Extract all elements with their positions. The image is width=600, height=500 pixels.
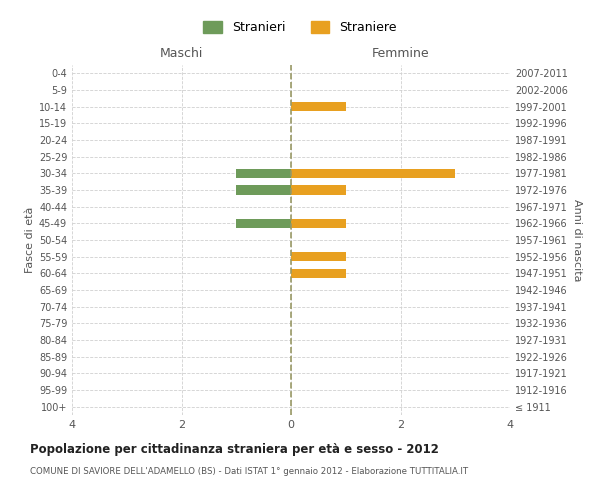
Bar bbox=[291, 269, 346, 278]
Bar bbox=[291, 102, 346, 112]
Bar bbox=[291, 252, 346, 261]
Y-axis label: Anni di nascita: Anni di nascita bbox=[572, 198, 581, 281]
Text: Femmine: Femmine bbox=[371, 47, 430, 60]
Bar bbox=[236, 219, 291, 228]
Y-axis label: Fasce di età: Fasce di età bbox=[25, 207, 35, 273]
Bar bbox=[236, 169, 291, 178]
Text: Maschi: Maschi bbox=[160, 47, 203, 60]
Legend: Stranieri, Straniere: Stranieri, Straniere bbox=[203, 21, 397, 34]
Bar bbox=[291, 219, 346, 228]
Text: Popolazione per cittadinanza straniera per età e sesso - 2012: Popolazione per cittadinanza straniera p… bbox=[30, 442, 439, 456]
Bar bbox=[291, 186, 346, 194]
Text: COMUNE DI SAVIORE DELL'ADAMELLO (BS) - Dati ISTAT 1° gennaio 2012 - Elaborazione: COMUNE DI SAVIORE DELL'ADAMELLO (BS) - D… bbox=[30, 468, 468, 476]
Bar bbox=[291, 169, 455, 178]
Bar bbox=[236, 186, 291, 194]
